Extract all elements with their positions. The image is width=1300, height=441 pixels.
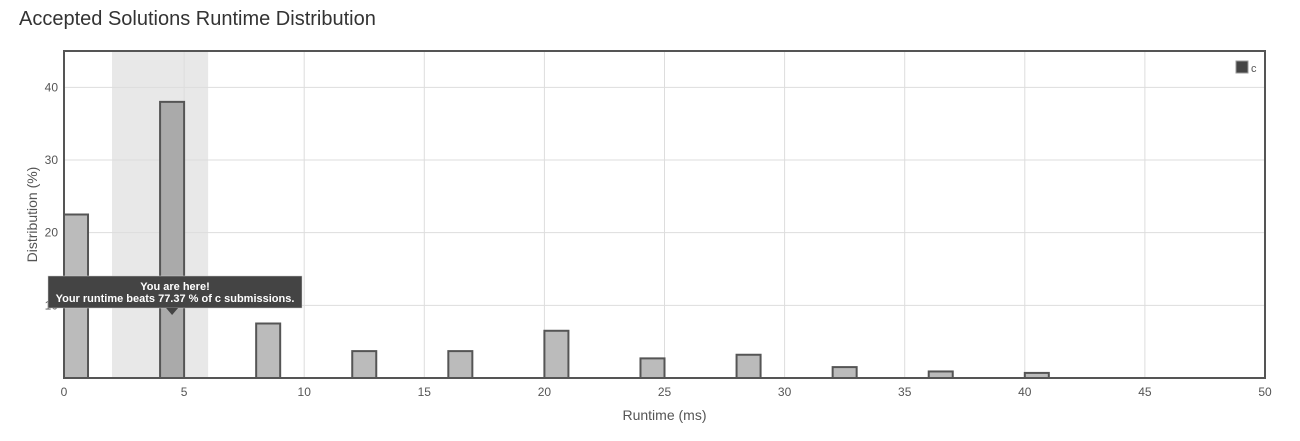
legend-label[interactable]: c — [1251, 63, 1257, 75]
y-tick-label: 20 — [45, 226, 59, 240]
bar[interactable] — [639, 357, 666, 380]
x-tick-label: 40 — [1018, 385, 1032, 399]
tooltip-pointer — [166, 308, 179, 315]
plot-border — [63, 50, 1266, 379]
x-tick-label: 0 — [61, 385, 68, 399]
x-tick-label: 30 — [778, 385, 792, 399]
bar[interactable] — [159, 100, 186, 379]
x-tick-label: 35 — [898, 385, 912, 399]
bar[interactable] — [447, 350, 474, 380]
tooltip-line-2: Your runtime beats 77.37 % of c submissi… — [56, 293, 295, 305]
y-axis-label: Distribution (%) — [24, 167, 40, 263]
x-tick-label: 25 — [658, 385, 672, 399]
bar[interactable] — [351, 350, 378, 380]
bar[interactable] — [735, 353, 762, 380]
bar[interactable] — [831, 366, 858, 380]
x-tick-label: 5 — [181, 385, 188, 399]
x-tick-label: 15 — [418, 385, 432, 399]
x-tick-label: 45 — [1138, 385, 1152, 399]
chart-title: Accepted Solutions Runtime Distribution — [19, 8, 376, 30]
bar[interactable] — [543, 329, 570, 379]
bar[interactable] — [255, 322, 282, 379]
tooltip-box — [47, 275, 303, 309]
y-tick-label: 30 — [45, 153, 59, 167]
tooltip-line-1: You are here! — [140, 281, 210, 293]
x-axis-label: Runtime (ms) — [622, 407, 706, 423]
x-tick-label: 20 — [538, 385, 552, 399]
x-tick-label: 50 — [1258, 385, 1272, 399]
x-tick-label: 10 — [298, 385, 312, 399]
legend-swatch[interactable] — [1235, 60, 1249, 74]
y-tick-label: 40 — [45, 80, 59, 94]
